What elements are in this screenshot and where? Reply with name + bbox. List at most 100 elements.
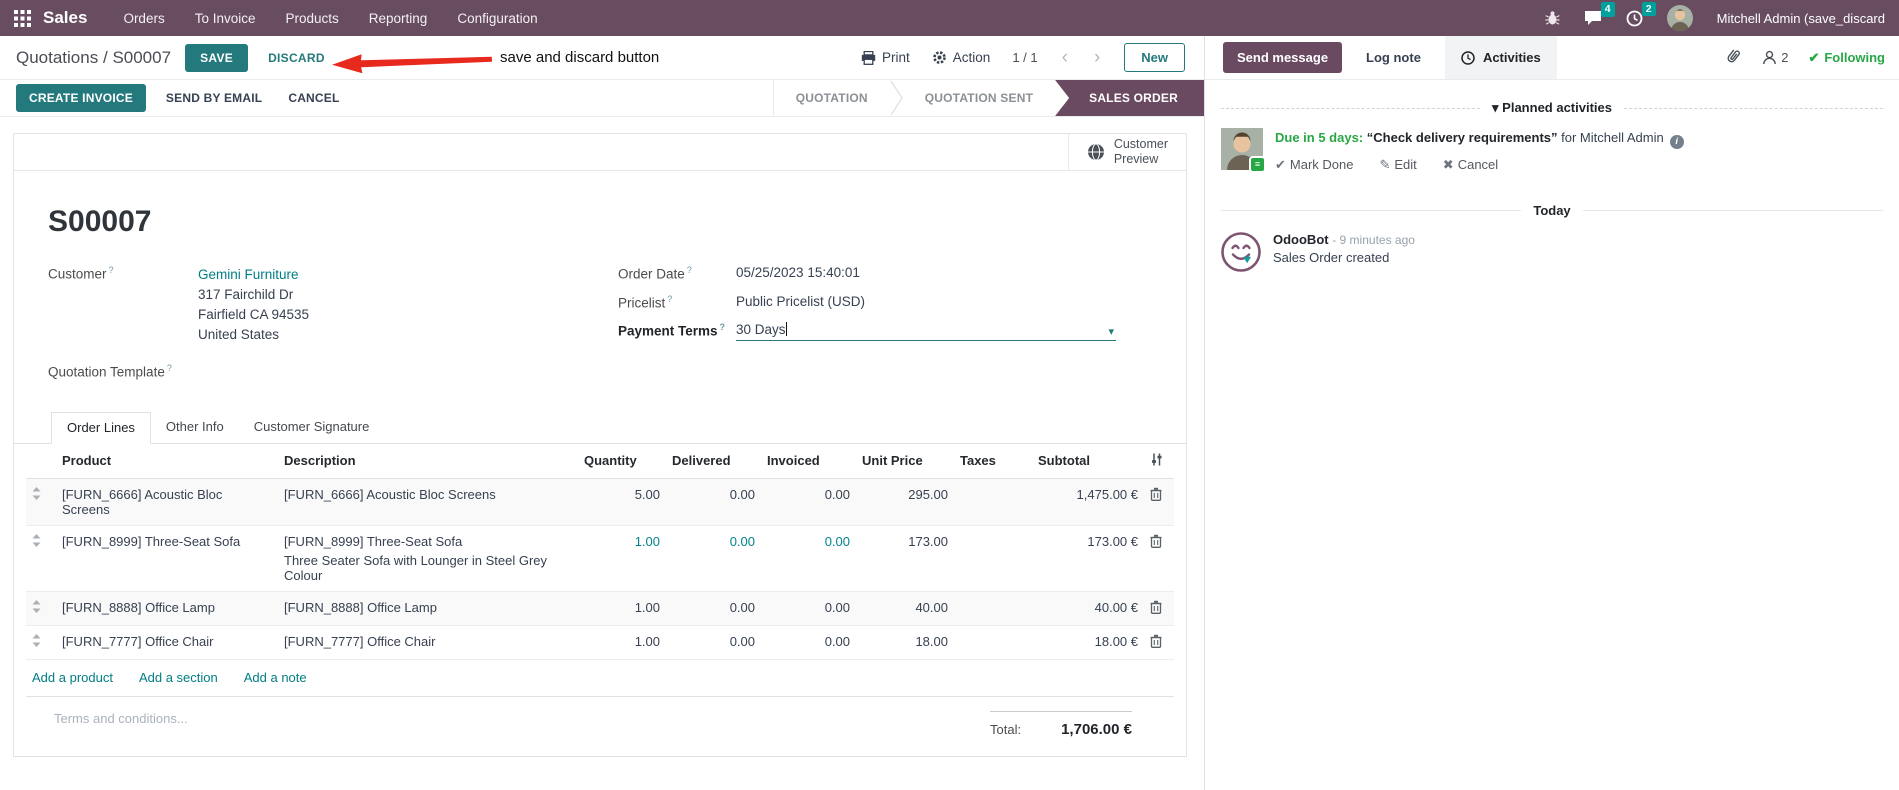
terms-and-conditions-placeholder[interactable]: Terms and conditions... [54,710,188,726]
activities-clock-icon[interactable]: 2 [1626,1,1656,27]
cell-quantity[interactable]: 1.00 [634,533,660,549]
message-author[interactable]: OdooBot [1273,232,1329,247]
add-a-section-link[interactable]: Add a section [138,669,218,685]
col-delivered[interactable]: Delivered [666,443,761,479]
dropdown-caret-icon[interactable]: ▾ [1108,326,1114,338]
collapse-caret-icon[interactable]: ▾ [1492,100,1499,115]
cell-quantity[interactable]: 5.00 [634,486,660,502]
delete-line-icon[interactable] [1144,478,1174,525]
cell-taxes[interactable] [954,625,1032,659]
cell-product[interactable]: [FURN_6666] Acoustic Bloc Screens [62,486,223,517]
cell-unit-price[interactable]: 40.00 [915,599,948,615]
cell-product[interactable]: [FURN_8888] Office Lamp [62,599,215,615]
payment-terms-input[interactable]: 30 Days ▾ [736,322,1116,341]
user-menu[interactable]: Mitchell Admin (save_discard [1716,10,1885,26]
col-subtotal[interactable]: Subtotal [1032,443,1144,479]
pricelist-value[interactable]: Public Pricelist (USD) [736,293,866,309]
order-line-row[interactable]: [FURN_7777] Office Chair [FURN_7777] Off… [26,625,1174,659]
cell-invoiced[interactable]: 0.00 [824,533,850,549]
cell-unit-price[interactable]: 295.00 [908,486,948,502]
create-invoice-button[interactable]: CREATE INVOICE [16,84,146,112]
cancel-button[interactable]: CANCEL [282,84,345,112]
planned-activities-header[interactable]: ▾ Planned activities [1221,100,1884,116]
send-message-button[interactable]: Send message [1223,42,1343,73]
cell-taxes[interactable] [954,478,1032,525]
step-sales-order[interactable]: SALES ORDER [1055,80,1204,116]
messages-icon[interactable]: 4 [1584,2,1615,26]
cell-quantity[interactable]: 1.00 [634,633,660,649]
cell-invoiced[interactable]: 0.00 [824,486,850,502]
edit-activity-button[interactable]: ✎ Edit [1379,157,1417,172]
cell-delivered[interactable]: 0.00 [729,599,755,615]
breadcrumb-quotations[interactable]: Quotations [16,47,99,67]
pager-next-icon[interactable]: › [1093,47,1101,68]
drag-handle-icon[interactable] [32,533,41,547]
discard-button[interactable]: DISCARD [258,44,335,72]
cell-unit-price[interactable]: 18.00 [915,633,948,649]
drag-handle-icon[interactable] [32,486,41,500]
info-icon[interactable]: i [1669,135,1684,149]
cell-description[interactable]: [FURN_8999] Three-Seat Sofa Three Seater … [284,533,548,583]
tab-customer-signature[interactable]: Customer Signature [253,418,370,434]
customer-link[interactable]: Gemini Furniture [198,267,299,282]
delete-line-icon[interactable] [1144,625,1174,659]
cell-description[interactable]: [FURN_6666] Acoustic Bloc Screens [284,486,496,502]
cell-taxes[interactable] [954,591,1032,625]
save-button[interactable]: SAVE [185,43,249,72]
cell-invoiced[interactable]: 0.00 [824,599,850,615]
drag-handle-icon[interactable] [32,633,41,647]
apps-grid-icon[interactable] [14,9,31,27]
delete-line-icon[interactable] [1144,525,1174,591]
app-name[interactable]: Sales [43,8,88,27]
followers-button[interactable]: 2 [1762,50,1788,65]
cell-delivered[interactable]: 0.00 [729,486,755,502]
order-line-row[interactable]: [FURN_8999] Three-Seat Sofa [FURN_8999] … [26,525,1174,591]
cell-description[interactable]: [FURN_8888] Office Lamp [284,599,437,615]
optional-columns-icon[interactable] [1144,443,1174,479]
cell-product[interactable]: [FURN_8999] Three-Seat Sofa [62,533,241,549]
print-button[interactable]: Print [861,50,910,65]
new-button[interactable]: New [1124,43,1185,72]
step-quotation-sent[interactable]: QUOTATION SENT [924,91,1034,105]
action-button[interactable]: Action [932,50,990,65]
menu-reporting[interactable]: Reporting [368,10,428,26]
cell-delivered[interactable]: 0.00 [729,633,755,649]
add-a-note-link[interactable]: Add a note [243,669,307,685]
col-description[interactable]: Description [278,443,578,479]
col-product[interactable]: Product [56,443,278,479]
tab-order-lines[interactable]: Order Lines [51,411,151,444]
col-quantity[interactable]: Quantity [578,443,666,479]
order-line-row[interactable]: [FURN_6666] Acoustic Bloc Screens [FURN_… [26,478,1174,525]
attach-files-icon[interactable] [1725,47,1742,68]
mark-done-button[interactable]: ✔ Mark Done [1275,157,1354,172]
debug-bug-icon[interactable] [1545,10,1560,26]
tab-other-info[interactable]: Other Info [165,418,224,434]
menu-to-invoice[interactable]: To Invoice [194,10,256,26]
drag-handle-icon[interactable] [32,599,41,613]
add-a-product-link[interactable]: Add a product [32,669,113,685]
menu-orders[interactable]: Orders [123,10,165,26]
col-unit-price[interactable]: Unit Price [856,443,954,479]
menu-products[interactable]: Products [285,10,339,26]
cell-delivered[interactable]: 0.00 [729,533,755,549]
cell-quantity[interactable]: 1.00 [634,599,660,615]
send-by-email-button[interactable]: SEND BY EMAIL [160,84,268,112]
cell-description[interactable]: [FURN_7777] Office Chair [284,633,436,649]
user-avatar[interactable] [1666,5,1693,31]
order-date-value[interactable]: 05/25/2023 15:40:01 [736,265,860,280]
delete-line-icon[interactable] [1144,591,1174,625]
customer-preview-button[interactable]: Customer Preview [1067,134,1186,170]
col-taxes[interactable]: Taxes [954,443,1032,479]
menu-configuration[interactable]: Configuration [457,10,538,26]
cell-unit-price[interactable]: 173.00 [908,533,948,549]
col-invoiced[interactable]: Invoiced [761,443,856,479]
step-quotation[interactable]: QUOTATION [795,91,868,105]
log-note-button[interactable]: Log note [1360,49,1427,66]
order-line-row[interactable]: [FURN_8888] Office Lamp [FURN_8888] Offi… [26,591,1174,625]
cell-product[interactable]: [FURN_7777] Office Chair [62,633,214,649]
schedule-activity-button[interactable]: Activities [1444,36,1557,79]
pager-prev-icon[interactable]: ‹ [1061,47,1068,68]
cancel-activity-button[interactable]: ✖ Cancel [1442,157,1499,172]
following-button[interactable]: ✔ Following [1808,49,1885,66]
cell-invoiced[interactable]: 0.00 [824,633,850,649]
